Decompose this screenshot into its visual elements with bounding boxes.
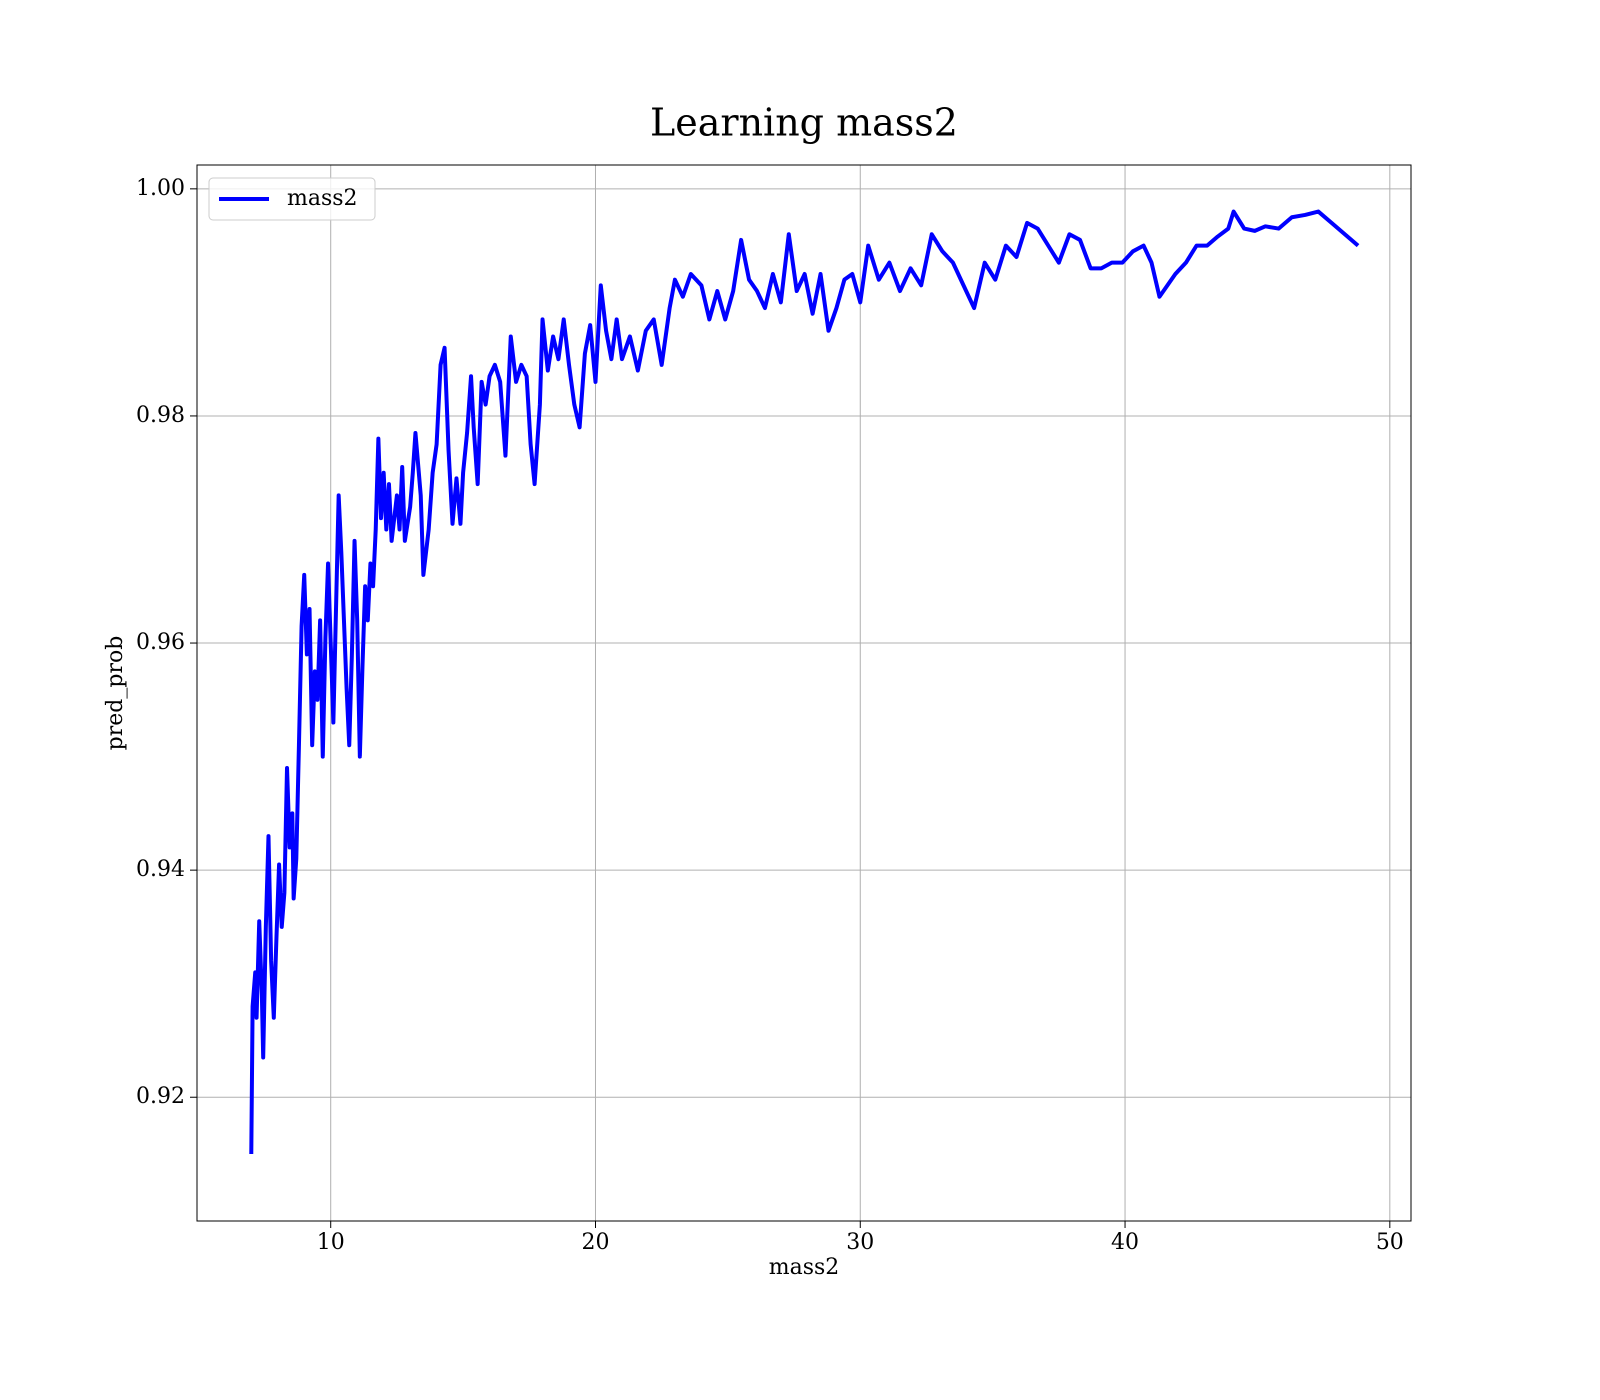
y-tick-label: 0.98 — [136, 403, 185, 428]
y-tick-label: 1.00 — [136, 176, 185, 201]
y-axis-label: pred_prob — [103, 636, 128, 751]
x-tick-label: 50 — [1376, 1230, 1404, 1255]
x-tick-label: 20 — [581, 1230, 609, 1255]
x-tick-label: 40 — [1111, 1230, 1139, 1255]
x-tick-label: 30 — [846, 1230, 874, 1255]
chart-title: Learning mass2 — [650, 101, 958, 145]
plot-frame — [196, 164, 1412, 1222]
data-line — [249, 209, 1360, 1155]
y-tick-label: 0.92 — [136, 1084, 185, 1109]
x-tick-label: 10 — [317, 1230, 345, 1255]
y-tick-label: 0.96 — [136, 630, 185, 655]
x-axis-label: mass2 — [769, 1255, 840, 1280]
legend-label: mass2 — [287, 186, 358, 211]
y-tick-label: 0.94 — [136, 857, 185, 882]
legend-box — [208, 177, 376, 221]
